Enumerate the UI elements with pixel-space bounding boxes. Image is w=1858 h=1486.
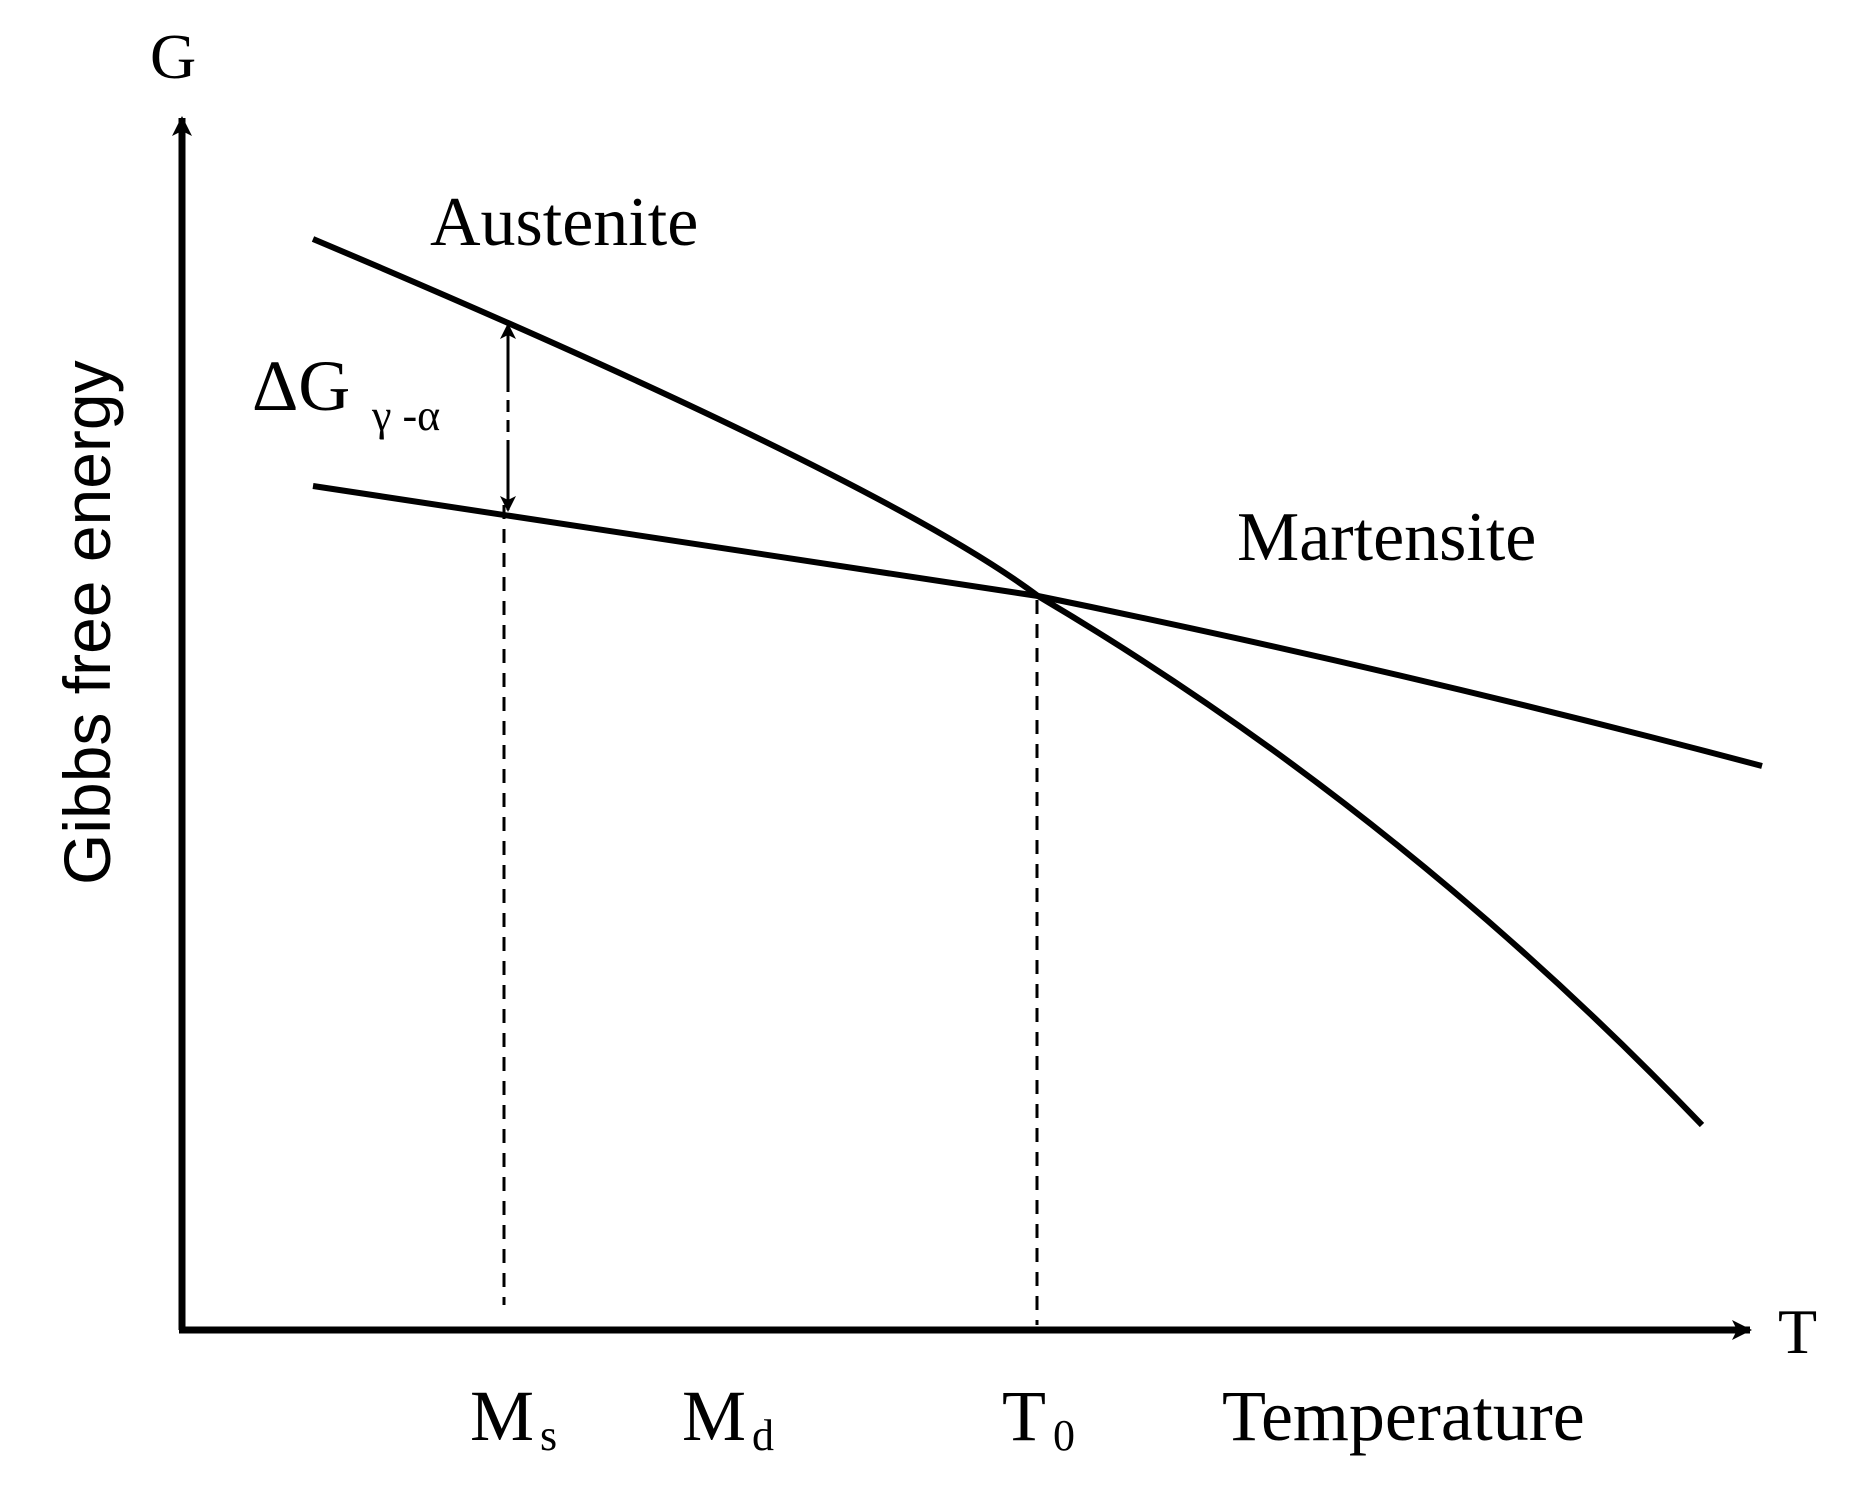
md-label: M d [682, 1376, 774, 1460]
x-axis-symbol: T [1778, 1296, 1817, 1367]
x-axis-label: Temperature [1222, 1376, 1585, 1456]
austenite-curve [311, 236, 1705, 1128]
y-axis-symbol: G [150, 21, 196, 92]
martensite-label: Martensite [1237, 499, 1536, 576]
ms-label: M s [470, 1376, 557, 1460]
delta-g-label: ΔG γ -α [252, 346, 440, 440]
t0-label: T 0 [1002, 1376, 1075, 1460]
austenite-label: Austenite [430, 184, 698, 261]
y-axis-label: Gibbs free energy [50, 360, 124, 885]
martensite-curve [312, 483, 1763, 769]
